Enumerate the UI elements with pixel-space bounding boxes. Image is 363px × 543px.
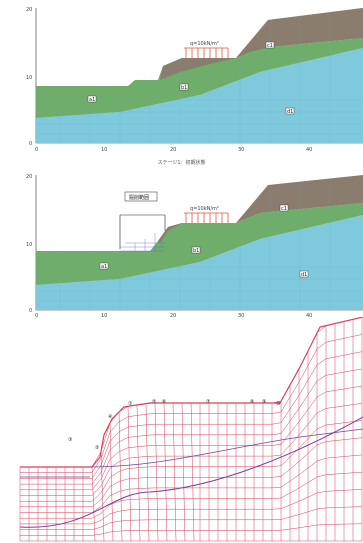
stage1-cross-section: q=10kN/m² 20 10 0 0 10 20 30 40 a1 b1 c1…: [26, 7, 363, 153]
x-tick: 20: [170, 313, 176, 317]
layer-label: d1: [301, 272, 307, 278]
y-tick: 10: [26, 242, 32, 248]
marker: ②: [95, 445, 100, 451]
x-tick: 10: [101, 313, 107, 317]
marker: ④: [108, 414, 113, 420]
mesh-line: [20, 523, 363, 536]
mesh-line: [109, 422, 114, 542]
y-tick: 0: [29, 308, 32, 314]
load-label: q=10kN/m²: [190, 41, 219, 47]
mesh-line: [20, 385, 363, 491]
marker: ③: [68, 437, 72, 443]
mesh-line: [20, 506, 363, 530]
mesh-line: [145, 403, 150, 542]
layer-label: d1: [287, 109, 293, 115]
mesh-line: [20, 317, 363, 468]
layer-label: c1: [281, 206, 287, 212]
layer-label: a1: [89, 97, 95, 103]
x-tick: 30: [238, 313, 244, 317]
mesh-line: [20, 454, 363, 513]
mesh-line: [154, 402, 159, 542]
y-tick: 10: [26, 75, 32, 81]
x-tick: 20: [170, 147, 176, 153]
x-tick: 0: [35, 147, 38, 153]
y-tick: 0: [29, 141, 32, 147]
x-tick: 40: [306, 313, 312, 317]
x-tick: 40: [306, 147, 312, 153]
stage1-caption: ステージ1：初期状態: [157, 160, 206, 166]
ground-surface: [20, 317, 363, 468]
marker: ⑦: [206, 399, 211, 405]
mesh-line: [181, 402, 186, 542]
excavation-bracket: [119, 214, 166, 249]
surface-load: [184, 47, 229, 58]
marker: ⑥: [162, 399, 167, 405]
y-tick: 20: [26, 174, 32, 180]
layer-label: c1: [267, 43, 273, 49]
mesh-line: [190, 402, 195, 542]
layer-label: b1: [193, 248, 199, 254]
green-soil-layer: [36, 38, 363, 118]
x-tick: 10: [101, 147, 107, 153]
stage2-cross-section: 掘削範囲 q=10kN/m² 20 10 0 0 10 20 30 40 a1 …: [26, 174, 363, 317]
mesh-line: [172, 402, 177, 542]
layer-label: a1: [101, 264, 107, 270]
marker: ⑤: [152, 399, 156, 405]
x-tick: 30: [238, 147, 244, 153]
excavation-label: 掘削範囲: [129, 194, 149, 201]
mesh-line: [20, 334, 363, 473]
mesh-line: [20, 368, 363, 485]
x-tick: 0: [35, 313, 38, 317]
mesh-grid: [36, 177, 363, 310]
marker: ⑧: [250, 399, 255, 405]
y-tick: 20: [26, 7, 32, 13]
stage1-panel: q=10kN/m² 20 10 0 0 10 20 30 40 a1 b1 c1…: [0, 0, 363, 160]
mesh-line: [136, 404, 141, 542]
mesh-line: [127, 406, 132, 542]
layer-boundary: [19, 416, 363, 528]
mesh-line: [163, 402, 168, 542]
blue-soil-layer: [36, 48, 363, 143]
layer-boundary: [89, 428, 363, 468]
marker: ①: [128, 401, 133, 407]
green-soil-layer: [36, 203, 363, 285]
marker: ⑨: [262, 399, 266, 405]
brown-soil-upper: [160, 8, 363, 80]
deformed-mesh: ③ ② ④ ① ⑤ ⑥ ⑦ ⑧ ⑨ ⑩: [19, 317, 363, 542]
brown-soil-layer: [158, 175, 363, 243]
mesh-line: [118, 411, 123, 542]
mesh-line: [20, 437, 363, 508]
blue-soil-layer: [36, 215, 363, 310]
excavation-label-box: [124, 191, 158, 202]
mesh-line: [20, 471, 363, 519]
mesh-line: [91, 466, 96, 542]
mesh-line: [20, 403, 363, 496]
marker: ⑩: [276, 401, 281, 407]
surface-load: [184, 212, 229, 223]
mesh-line: [20, 489, 363, 525]
mesh-lines: [19, 317, 363, 542]
load-label: q=10kN/m²: [190, 206, 219, 212]
stage2-panel: 掘削範囲 q=10kN/m² 20 10 0 0 10 20 30 40 a1 …: [0, 167, 363, 317]
excavation-mesh: [120, 233, 165, 252]
layer-label: b1: [181, 85, 187, 91]
deformed-mesh-panel: ③ ② ④ ① ⑤ ⑥ ⑦ ⑧ ⑨ ⑩: [0, 317, 363, 543]
mesh-line: [20, 420, 363, 502]
mesh-line: [20, 351, 363, 479]
